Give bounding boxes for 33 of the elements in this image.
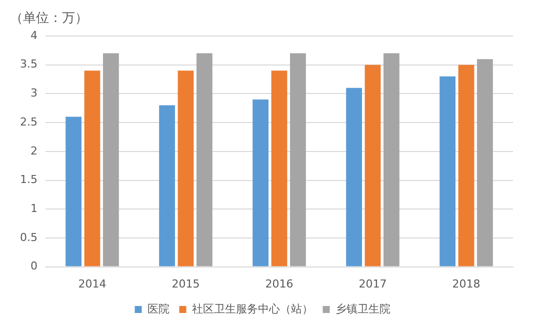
y-tick-label: 0	[30, 260, 38, 273]
y-tick-label: 2	[30, 144, 38, 158]
y-tick-label: 0.5	[20, 230, 38, 244]
bar	[178, 70, 194, 266]
bar	[384, 53, 400, 266]
y-tick-label: 1.5	[20, 173, 38, 186]
y-tick-label: 4	[30, 28, 38, 42]
bar	[66, 116, 82, 266]
x-tick-label: 2017	[358, 277, 387, 290]
x-tick-label: 2014	[78, 277, 106, 290]
bar	[159, 105, 175, 266]
bar	[458, 64, 474, 266]
legend-label: 社区卫生服务中心（站）	[192, 302, 313, 316]
y-tick-label: 2.5	[20, 115, 38, 128]
bar	[102, 53, 119, 266]
y-tick-label: 3.5	[20, 58, 38, 71]
bar	[271, 70, 288, 266]
bar	[440, 76, 456, 266]
legend-label: 医院	[147, 302, 170, 316]
y-axis-title: （单位：万）	[10, 10, 88, 26]
legend-label: 乡镇卫生院	[335, 302, 390, 316]
bar	[84, 70, 100, 266]
y-tick-label: 1	[30, 202, 38, 215]
bar	[477, 59, 493, 266]
bar	[364, 64, 381, 266]
bar	[196, 53, 212, 266]
x-tick-label: 2018	[452, 277, 480, 290]
y-tick-label: 3	[30, 86, 38, 100]
bar	[346, 88, 362, 266]
bar	[252, 99, 268, 266]
x-tick-label: 2016	[265, 277, 294, 290]
bar	[290, 53, 306, 266]
x-tick-label: 2015	[172, 277, 200, 290]
